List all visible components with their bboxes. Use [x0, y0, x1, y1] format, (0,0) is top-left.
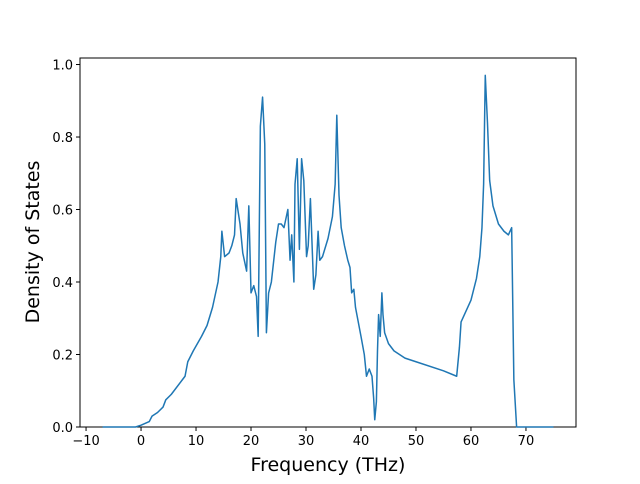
x-tick-label: 10 [188, 434, 205, 449]
x-tick-label: 50 [408, 434, 425, 449]
x-tick-label: 20 [243, 434, 260, 449]
plot-frame [79, 57, 577, 428]
y-tick-label: 0.4 [52, 276, 73, 291]
x-tick-label: 70 [518, 434, 535, 449]
y-tick-label: 0.6 [52, 204, 73, 219]
x-tick-label: −10 [72, 434, 99, 449]
y-axis-label: Density of States [22, 161, 44, 324]
y-tick-label: 0.8 [52, 131, 73, 146]
x-axis-label: Frequency (THz) [251, 454, 406, 476]
y-tick-label: 0.2 [52, 349, 73, 364]
y-tick-label: 0.0 [52, 421, 73, 436]
x-tick-label: 40 [353, 434, 370, 449]
x-tick-label: 30 [298, 434, 315, 449]
y-tick-label: 1.0 [52, 59, 73, 74]
x-tick-label: 0 [137, 434, 145, 449]
data-line [102, 74, 554, 428]
x-tick-label: 60 [463, 434, 480, 449]
